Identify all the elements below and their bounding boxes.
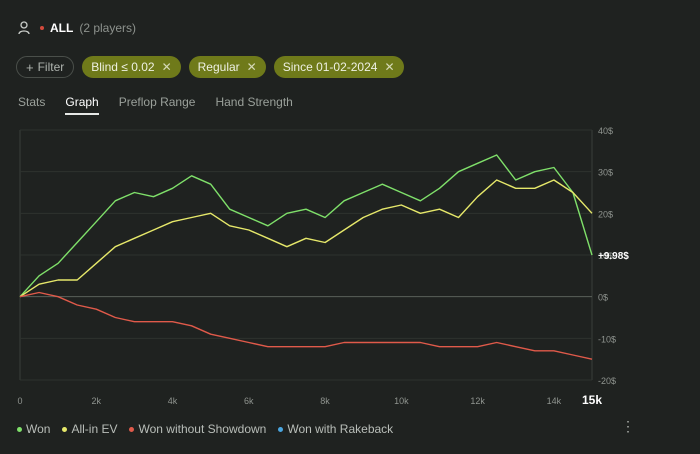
legend-swatch	[17, 426, 22, 432]
chart-legend: Won All-in EV Won without Showdown Won w…	[17, 422, 393, 436]
legend-swatch	[62, 426, 68, 432]
add-filter-label: Filter	[37, 60, 65, 74]
x-tick-label: 12k	[470, 396, 485, 406]
plus-icon: +	[26, 59, 34, 75]
series-line-0	[19, 154, 593, 298]
x-tick-label: 10k	[394, 396, 409, 406]
y-tick-label: 30$	[598, 168, 613, 178]
more-options-icon[interactable]: ⋮	[621, 418, 635, 434]
player-scope-selector[interactable]: ALL (2 players)	[18, 18, 136, 38]
tab-preflop-range[interactable]: Preflop Range	[118, 95, 196, 109]
view-tabs: Stats Graph Preflop Range Hand Strength	[18, 95, 293, 115]
x-tick-label: 2k	[92, 396, 102, 406]
y-tick-label: -20$	[598, 376, 616, 386]
players-count: (2 players)	[79, 21, 137, 35]
x-tick-label: 6k	[244, 396, 254, 406]
status-dot	[40, 26, 44, 30]
user-icon	[18, 21, 30, 35]
filter-bar: + Filter Blind ≤ 0.02 ✕ Regular ✕ Since …	[16, 56, 404, 78]
x-tick-label: 15k	[582, 393, 602, 407]
filter-chip-label: Regular	[197, 60, 240, 74]
legend-item-won-without-showdown[interactable]: Won without Showdown	[129, 422, 266, 436]
tab-stats[interactable]: Stats	[18, 95, 46, 109]
legend-swatch	[278, 426, 284, 432]
legend-label: Won with Rakeback	[287, 422, 394, 436]
series-end-label: +9.98$	[598, 251, 629, 262]
legend-item-won[interactable]: Won	[17, 422, 50, 436]
y-tick-label: 40$	[598, 126, 613, 136]
series-line-2	[19, 291, 593, 360]
filter-chip-regular[interactable]: Regular ✕	[188, 56, 266, 78]
filter-chip-label: Blind ≤ 0.02	[91, 60, 155, 74]
y-tick-label: -10$	[598, 334, 616, 344]
filter-chip-label: Since 01-02-2024	[282, 60, 378, 74]
y-tick-label: 0$	[598, 293, 608, 303]
legend-item-allin-ev[interactable]: All-in EV	[62, 422, 117, 436]
tab-graph[interactable]: Graph	[65, 95, 99, 115]
legend-swatch	[129, 426, 135, 432]
filter-chip-blind[interactable]: Blind ≤ 0.02 ✕	[82, 56, 181, 78]
series-line-1	[19, 179, 593, 298]
x-tick-label: 8k	[320, 396, 330, 406]
scope-label: ALL	[50, 21, 74, 35]
legend-label: All-in EV	[71, 422, 118, 436]
close-icon[interactable]: ✕	[161, 60, 172, 74]
graph-panel: 40$ 30$ 20$ 10$ 0$ -10$ -20$ 0 2k 4k 6k 8k 10k 12k 14k…	[0, 118, 700, 418]
filter-chip-since[interactable]: Since 01-02-2024 ✕	[273, 56, 404, 78]
legend-item-won-with-rakeback[interactable]: Won with Rakeback	[278, 422, 393, 436]
y-tick-label: 20$	[598, 209, 613, 219]
add-filter-button[interactable]: + Filter	[16, 56, 75, 78]
close-icon[interactable]: ✕	[384, 60, 395, 74]
tab-hand-strength[interactable]: Hand Strength	[215, 95, 293, 109]
legend-label: Won	[26, 422, 51, 436]
x-tick-label: 14k	[547, 396, 562, 406]
x-tick-label: 4k	[168, 396, 178, 406]
y-tick-label: 10$	[598, 251, 613, 261]
x-tick-label: 0	[17, 396, 22, 406]
legend-label: Won without Showdown	[138, 422, 267, 436]
close-icon[interactable]: ✕	[246, 60, 257, 74]
results-chart[interactable]: 40$ 30$ 20$ 10$ 0$ -10$ -20$ 0 2k 4k 6k 8k 10k 12k 14k…	[0, 118, 700, 418]
